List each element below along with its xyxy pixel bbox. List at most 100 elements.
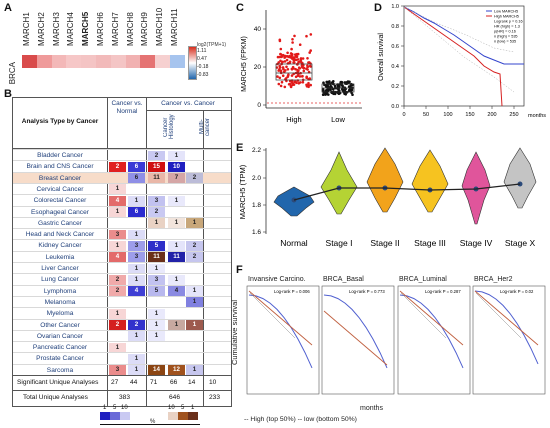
y-axis-label: Overall survival (378, 33, 385, 81)
logrank-text: Log-rank P = 0.287 (425, 289, 461, 294)
gene-label: MARCH3 (51, 12, 61, 46)
analysis-count-cell: 1 (168, 274, 185, 286)
cancer-vs-normal-header: Cancer vs. Normal (111, 100, 143, 115)
analysis-count-cell: 4 (109, 195, 126, 206)
analysis-count-cell: 5 (148, 240, 165, 252)
high-point (286, 51, 289, 55)
high-point (309, 49, 312, 52)
high-point (285, 58, 289, 62)
footer-rule (13, 375, 231, 376)
censor-mark (514, 331, 522, 339)
cancer-name: Gastric Cancer (38, 219, 82, 227)
high-point (283, 60, 287, 63)
analysis-count-cell: 1 (148, 218, 165, 229)
high-point (299, 59, 303, 63)
high-point (290, 56, 294, 60)
total-value: 233 (209, 394, 221, 401)
significant-value: 10 (209, 379, 217, 386)
x-ticks: 0 50 100 150 200 250 (402, 106, 519, 118)
high-point (289, 84, 293, 88)
high-point (293, 61, 296, 64)
colorbar-tick: -0.18 (197, 64, 209, 70)
brca-row-label: BRCA (8, 62, 17, 85)
analysis-count-cell: 1 (186, 365, 203, 376)
analysis-count-cell: 1 (128, 195, 145, 206)
km-plot: Log-rank P = 0.006 (246, 285, 320, 395)
low-group-points (321, 80, 354, 96)
analysis-count-cell: 1 (168, 320, 185, 331)
heatmap-colorbar (188, 46, 197, 80)
analysis-count-cell: 2 (109, 286, 126, 297)
y-ticks: 0.0 0.2 0.4 0.6 0.8 1.0 (391, 4, 404, 110)
cancer-name: Pancreatic Cancer (32, 344, 88, 352)
high-point (280, 80, 284, 84)
x-label-high: High (286, 115, 301, 124)
cancer-name: Cervical Cancer (36, 185, 84, 193)
analysis-count-cell: 1 (168, 195, 185, 206)
cancer-row: Liver Cancer 1 1 (13, 262, 231, 274)
analysis-count-cell: 4 (109, 252, 126, 263)
low-point (338, 83, 341, 86)
violin (366, 147, 404, 213)
analysis-count-cell: 1 (109, 308, 126, 319)
expression-dotplot: 0 20 40 MARCH5 (FPKM) High Low (241, 10, 362, 124)
high-point (298, 75, 302, 78)
footer-rule (13, 390, 231, 391)
analysis-count-cell: 1 (128, 331, 145, 342)
high-point (288, 60, 292, 64)
x-tick: 250 (509, 112, 518, 118)
heatmap-cell (51, 55, 67, 68)
panel-b-letter: B (4, 88, 12, 100)
high-point (290, 68, 294, 71)
colorbar-tick: 1.11 (197, 48, 207, 54)
low-point (325, 92, 328, 96)
total-value: 383 (119, 394, 131, 401)
analysis-count-cell: 1 (168, 218, 185, 229)
y-axis-label: Cumulative survival (230, 300, 239, 366)
x-tick: 100 (443, 112, 452, 118)
legend-entry: n (low) = 535 (494, 40, 516, 44)
cancer-name: Other Cancer (40, 321, 80, 329)
heatmap-cell (155, 55, 171, 68)
cancer-row: Other Cancer 2 2 1 1 1 (13, 318, 231, 331)
high-point (302, 66, 306, 70)
analysis-count-cell: 1 (148, 320, 165, 331)
analysis-count-cell: 1 (168, 240, 185, 252)
table-divider (146, 98, 147, 406)
analysis-type-header: Analysis Type by Cancer (21, 118, 99, 125)
low-point (321, 88, 325, 91)
high-point (278, 76, 282, 80)
heatmap-cell (66, 55, 82, 68)
median-trend-line (293, 183, 521, 201)
high-point (276, 75, 279, 78)
analysis-count-cell: 2 (148, 207, 165, 218)
low-point (322, 81, 325, 84)
gene-label: MARCH11 (170, 8, 179, 46)
cancer-name: Lymphoma (43, 287, 77, 295)
significant-value: 71 (150, 379, 158, 386)
oncomine-table: Analysis Type by Cancer Cancer vs. Norma… (12, 97, 232, 407)
high-point (302, 69, 306, 73)
low-point (343, 89, 346, 92)
analysis-count-cell: 2 (186, 240, 203, 252)
stage-label: Stage X (505, 238, 536, 248)
x-tick: 200 (487, 112, 496, 118)
censor-mark (288, 331, 296, 339)
y-axis-label: MARCH5 (FPKM) (241, 36, 248, 92)
low-group-curve (323, 294, 388, 369)
high-point (306, 57, 309, 60)
low-point (328, 80, 331, 83)
gene-label: MARCH9 (140, 12, 150, 46)
low-point (332, 92, 335, 96)
logrank-text: Log-rank P = 0.02 (500, 289, 534, 294)
analysis-count-cell: 1 (109, 184, 126, 195)
high-point (306, 64, 309, 67)
cancer-name: Breast Cancer (38, 174, 82, 182)
high-point (279, 53, 283, 56)
high-point (286, 75, 289, 79)
high-point (308, 64, 312, 68)
legend-entry: High MARCH5 (494, 15, 519, 19)
heatmap-cell (140, 55, 156, 68)
legend-entry: n (high) = 535 (494, 35, 518, 39)
analysis-count-cell: 3 (109, 229, 126, 240)
